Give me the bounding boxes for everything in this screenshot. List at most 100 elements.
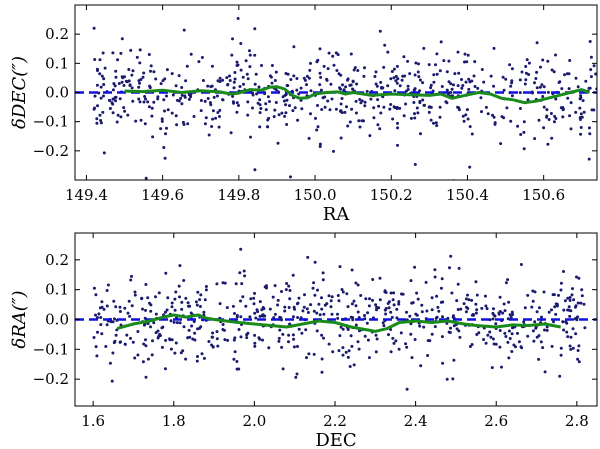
scatter-point (131, 340, 135, 344)
scatter-point (335, 69, 339, 72)
scatter-point (537, 118, 541, 122)
scatter-point (367, 356, 371, 360)
scatter-point (435, 294, 439, 298)
scatter-point (296, 301, 300, 305)
scatter-point (336, 316, 340, 320)
scatter-point (587, 86, 591, 90)
scatter-point (441, 361, 445, 365)
scatter-point (357, 119, 361, 123)
scatter-point (444, 100, 448, 104)
scatter-point (195, 303, 199, 307)
scatter-point (453, 72, 457, 76)
scatter-point (305, 307, 309, 311)
scatter-point (430, 296, 434, 300)
scatter-point (120, 37, 124, 41)
scatter-point (329, 299, 333, 303)
scatter-point (348, 365, 352, 368)
scatter-point (409, 332, 413, 336)
scatter-point (337, 349, 341, 353)
scatter-point (164, 132, 167, 136)
scatter-point (432, 80, 436, 84)
scatter-point (330, 312, 334, 316)
scatter-point (449, 326, 452, 330)
scatter-point (197, 60, 201, 64)
scatter-point (343, 110, 347, 114)
scatter-point (99, 121, 103, 125)
scatter-point (580, 288, 584, 292)
scatter-point (491, 113, 494, 117)
scatter-point (351, 318, 355, 322)
scatter-point (417, 75, 421, 79)
scatter-point (146, 296, 150, 300)
scatter-point (561, 320, 565, 324)
scatter-point (144, 375, 148, 379)
scatter-point (579, 112, 583, 116)
scatter-point (542, 105, 546, 109)
scatter-point (195, 359, 199, 363)
scatter-point (517, 340, 521, 344)
scatter-point (500, 365, 503, 369)
scatter-point (122, 84, 126, 87)
scatter-point (378, 127, 382, 131)
scatter-point (287, 284, 291, 288)
scatter-point (420, 310, 424, 314)
scatter-point (553, 305, 557, 309)
scatter-point (363, 104, 367, 108)
scatter-point (424, 280, 428, 284)
scatter-point (131, 69, 135, 73)
scatter-point (386, 84, 390, 88)
scatter-point (185, 64, 189, 68)
scatter-point (198, 326, 201, 330)
scatter-point (287, 340, 290, 344)
scatter-point (295, 88, 299, 92)
scatter-point (582, 110, 586, 114)
scatter-point (492, 313, 496, 317)
scatter-point (509, 119, 513, 123)
scatter-point (501, 75, 505, 79)
scatter-point (574, 110, 578, 114)
scatter-point (582, 302, 586, 306)
y-tick-label: −0.2 (33, 370, 69, 388)
scatter-point (589, 55, 593, 59)
scatter-point (541, 346, 545, 350)
scatter-point (206, 97, 210, 100)
scatter-point (441, 315, 444, 319)
scatter-point (537, 306, 541, 310)
scatter-point (280, 345, 284, 349)
scatter-point (420, 303, 424, 307)
scatter-point (211, 335, 215, 339)
scatter-point (392, 291, 396, 295)
scatter-point (246, 331, 250, 335)
scatter-point (522, 320, 526, 324)
scatter-point (576, 349, 580, 352)
scatter-point (154, 312, 158, 316)
scatter-point (184, 357, 188, 361)
scatter-point (545, 115, 548, 119)
scatter-point (215, 94, 219, 98)
scatter-point (504, 77, 508, 81)
scatter-point (266, 125, 270, 129)
scatter-point (318, 47, 322, 51)
scatter-point (261, 338, 264, 342)
scatter-point (215, 337, 219, 341)
scatter-point (118, 97, 122, 101)
scatter-point (569, 101, 573, 105)
scatter-point (562, 270, 565, 273)
scatter-point (577, 344, 581, 348)
scatter-point (404, 102, 408, 106)
scatter-point (351, 80, 355, 84)
scatter-point (405, 310, 408, 314)
scatter-point (108, 107, 112, 110)
trend-line (116, 313, 561, 333)
scatter-point (547, 310, 551, 314)
scatter-point (394, 339, 398, 343)
scatter-point (300, 331, 304, 335)
scatter-point (178, 295, 181, 299)
scatter-point (230, 53, 234, 57)
scatter-point (531, 299, 535, 303)
scatter-point (346, 305, 350, 309)
scatter-point (323, 303, 327, 307)
scatter-point (184, 79, 188, 83)
scatter-point (312, 309, 316, 313)
scatter-point (94, 293, 98, 297)
